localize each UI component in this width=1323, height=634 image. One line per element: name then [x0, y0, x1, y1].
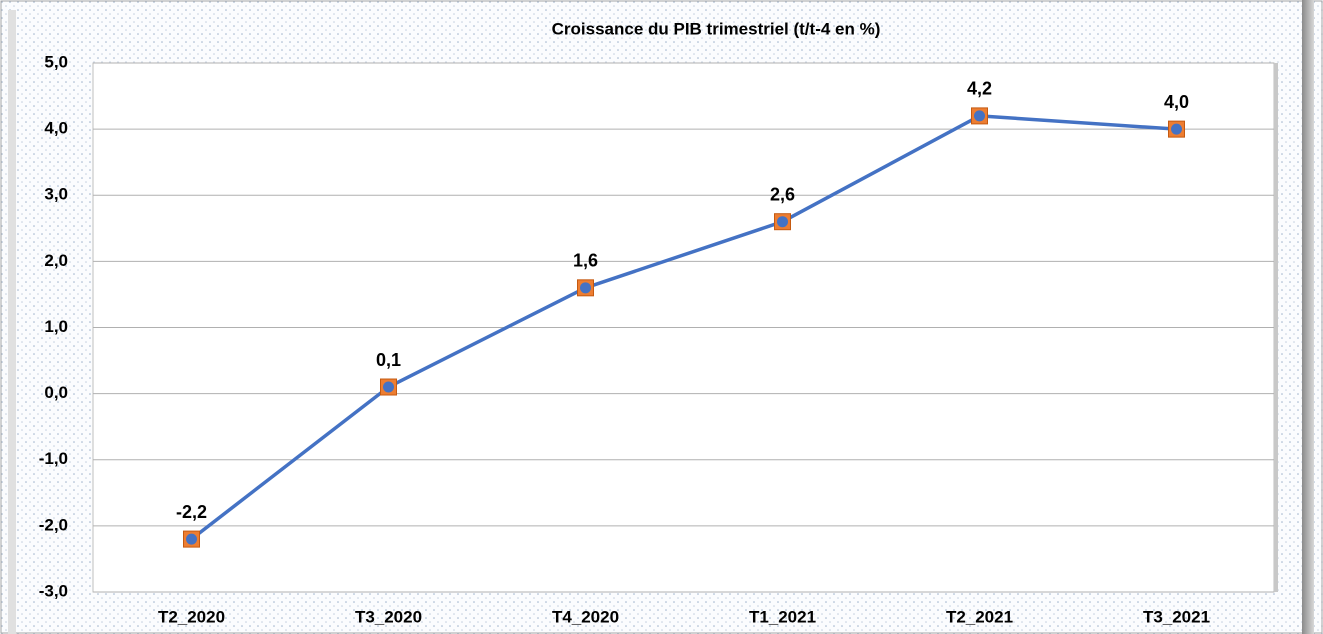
y-tick-label: -3,0 — [39, 581, 68, 600]
data-label: 0,1 — [376, 350, 401, 370]
y-tick-label: 1,0 — [44, 317, 68, 336]
marker-dot — [777, 216, 788, 228]
x-tick-label: T3_2021 — [1143, 607, 1210, 626]
series-line — [190, 114, 1177, 541]
data-label: 1,6 — [573, 251, 598, 271]
data-label: 2,6 — [770, 184, 795, 204]
chart-title: Croissance du PIB trimestriel (t/t-4 en … — [552, 19, 881, 38]
x-tick-label: T3_2020 — [355, 607, 422, 626]
data-label: 4,0 — [1164, 92, 1189, 112]
marker-dot — [383, 381, 394, 393]
marker-dot — [580, 282, 591, 294]
y-tick-label: -2,0 — [39, 515, 68, 534]
y-tick-label: 3,0 — [44, 185, 68, 204]
x-tick-label: T2_2020 — [158, 607, 225, 626]
y-tick-label: 2,0 — [44, 251, 68, 270]
marker-dot — [186, 533, 197, 545]
x-tick-label: T2_2021 — [946, 607, 1013, 626]
y-tick-label: 0,0 — [44, 383, 68, 402]
y-tick-label: 5,0 — [44, 52, 68, 71]
data-label: 4,2 — [967, 79, 992, 99]
x-tick-label: T4_2020 — [552, 607, 619, 626]
y-tick-label: -1,0 — [39, 449, 68, 468]
frame-shadow — [1302, 0, 1314, 634]
data-label: -2,2 — [176, 502, 207, 522]
marker-dot — [974, 110, 985, 122]
marker-dot — [1171, 123, 1182, 135]
x-tick-label: T1_2021 — [749, 607, 816, 626]
y-tick-label: 4,0 — [44, 119, 68, 138]
plot-shadow — [1274, 63, 1278, 592]
frame-shadow — [8, 10, 16, 634]
